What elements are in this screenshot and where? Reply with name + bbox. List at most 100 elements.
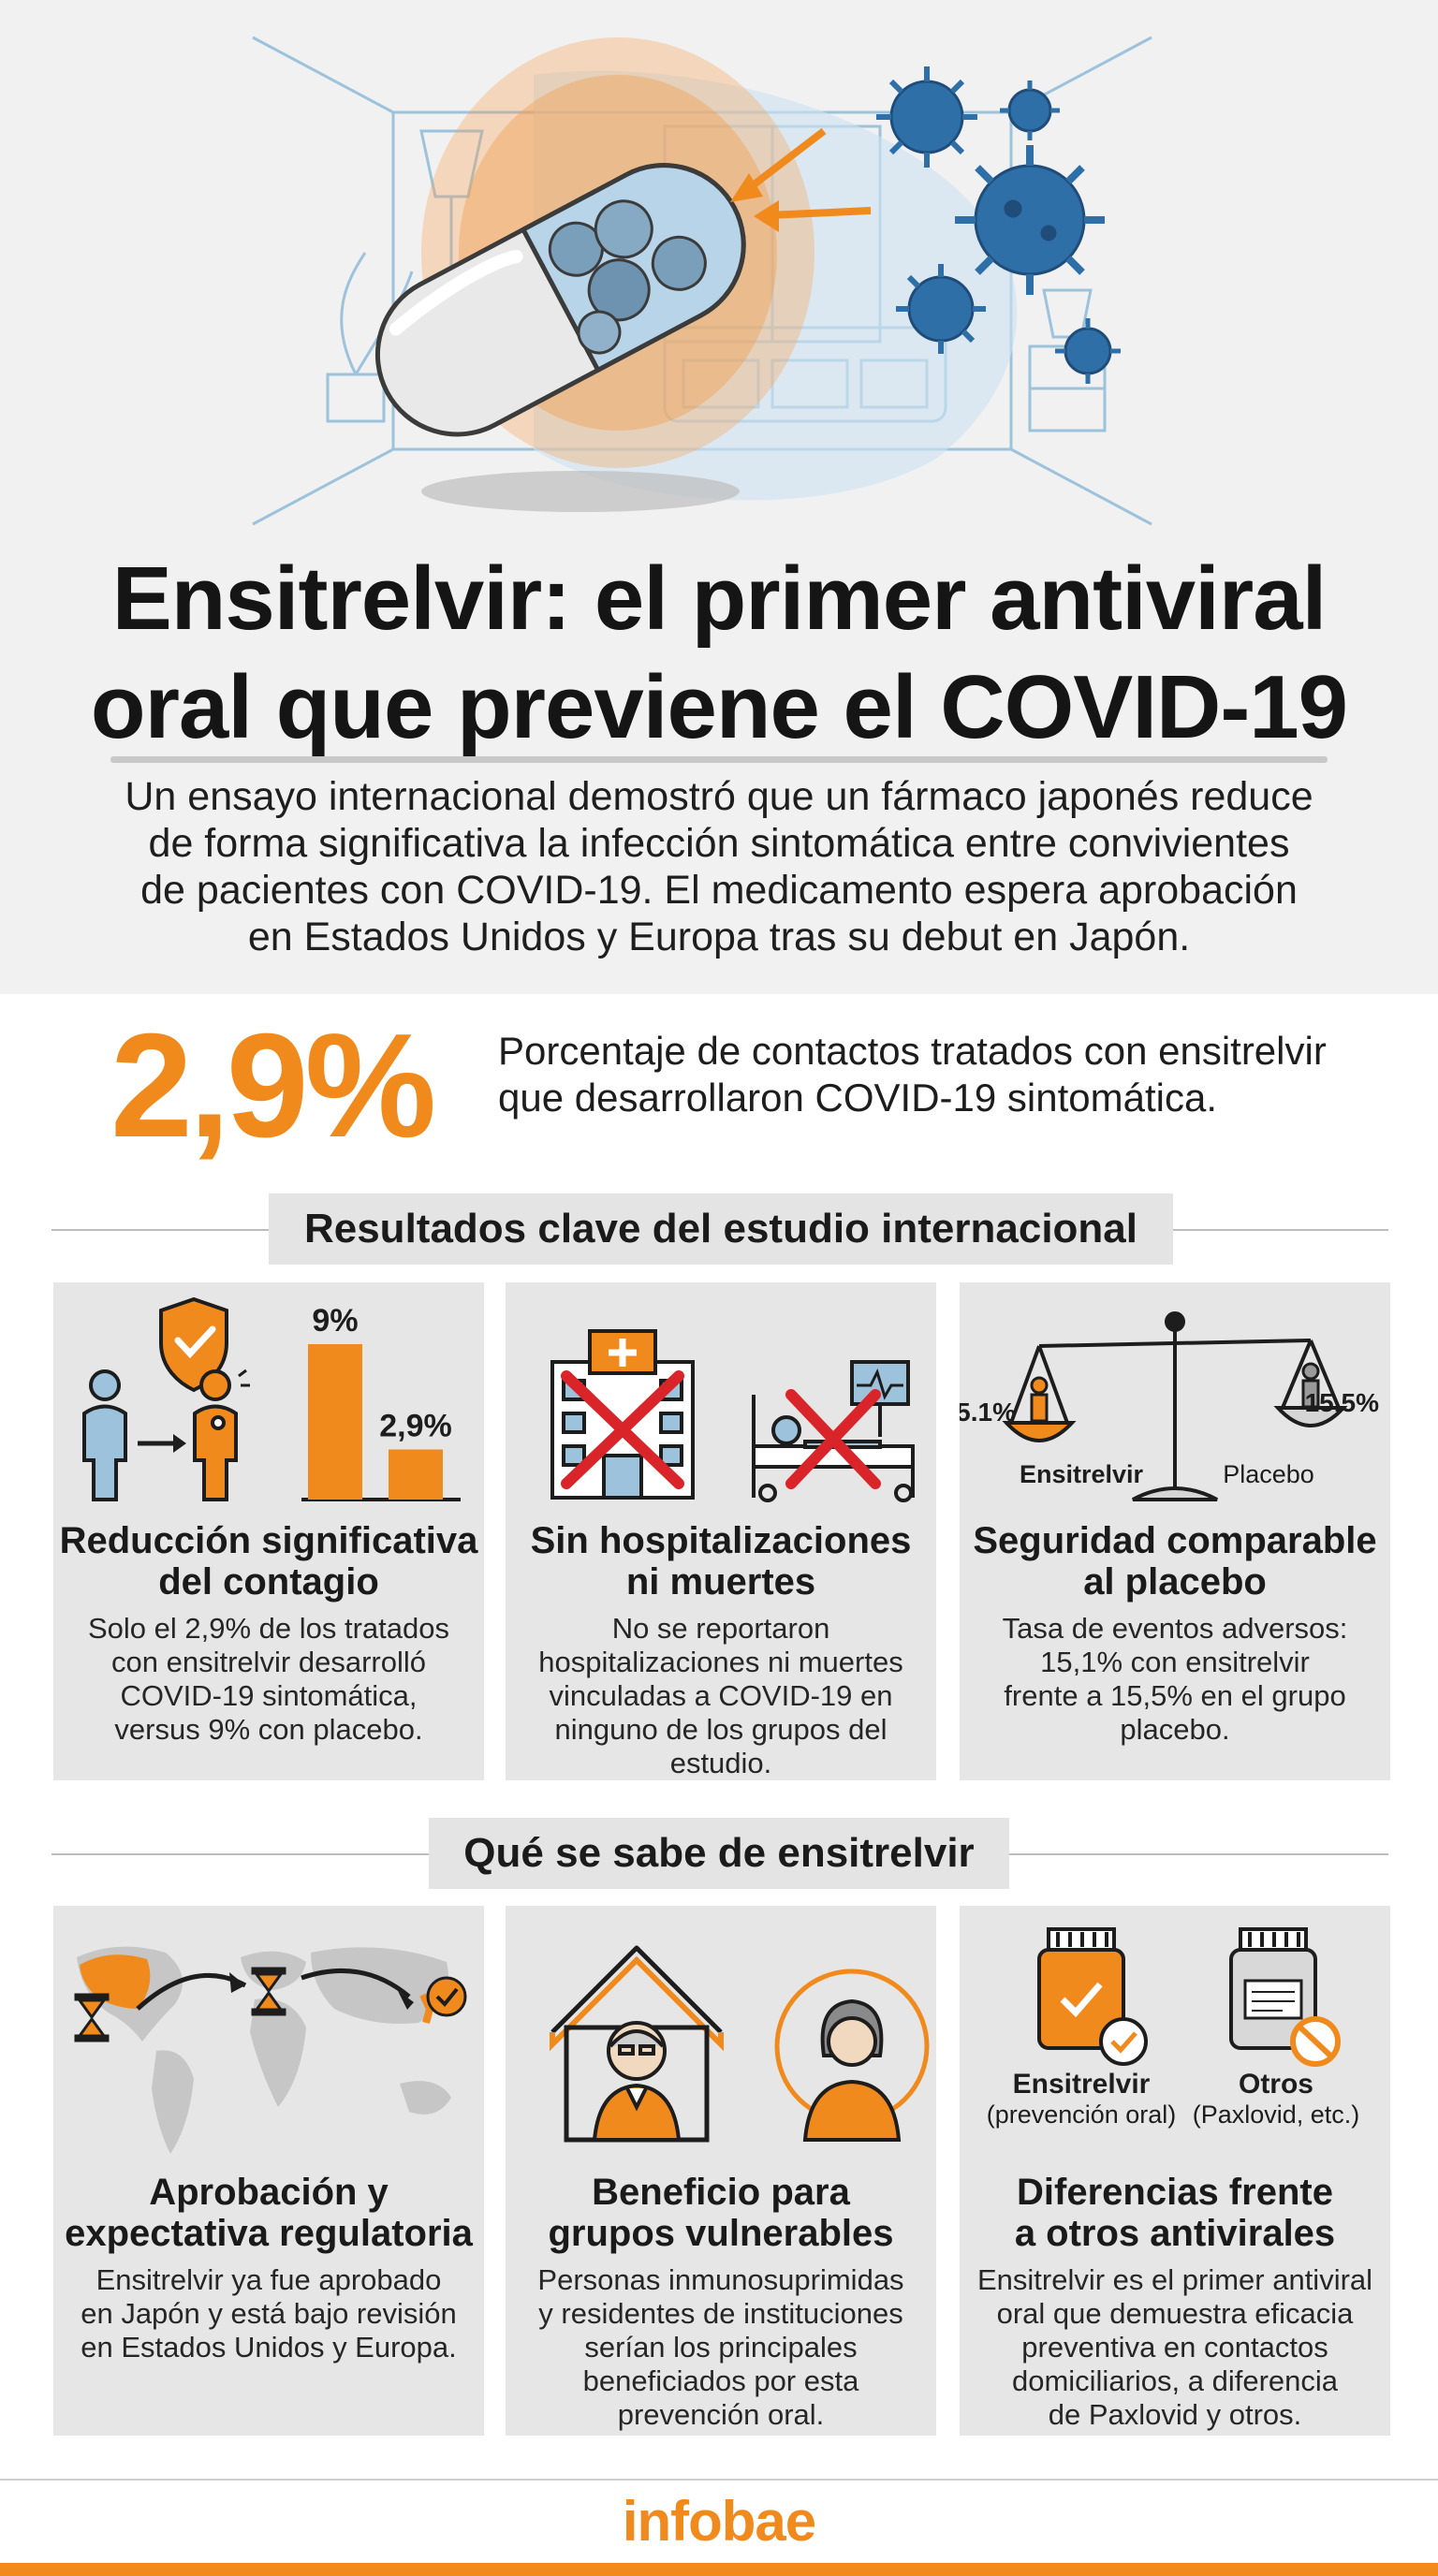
card-title: Seguridad comparable al placebo <box>965 1520 1385 1603</box>
card-text-line: serían los principales <box>584 2331 858 2364</box>
card-title-line: expectativa regulatoria <box>65 2213 473 2254</box>
card-no-hospitalizations: Sin hospitalizaciones ni muertes No se r… <box>506 1282 936 1780</box>
shield-check-icon <box>159 1296 228 1393</box>
scale-icon <box>1002 1311 1348 1501</box>
left-sublabel: (prevención oral) <box>987 2100 1177 2129</box>
section-title-facts: Qué se sabe de ensitrelvir <box>429 1818 1009 1889</box>
person-icon <box>82 1369 127 1501</box>
hourglass-icon <box>74 1993 110 2042</box>
title-line: Ensitrelvir: el primer antiviral <box>111 549 1328 649</box>
cross-mark-icon <box>561 1370 684 1489</box>
card-text-line: vinculadas a COVID-19 en <box>549 1679 893 1712</box>
subtitle-line: de pacientes con COVID-19. El medicament… <box>140 868 1298 913</box>
card-text-line: hospitalizaciones ni muertes <box>538 1646 903 1678</box>
footer-divider <box>0 2479 1438 2481</box>
card-title: Diferencias frente a otros antivirales <box>965 2172 1385 2254</box>
card-illustration <box>550 1945 930 2143</box>
card-title: Reducción significativa del contagio <box>59 1520 478 1603</box>
subtitle-line: de forma significativa la infección sint… <box>148 821 1290 866</box>
card-title-line: Reducción significativa <box>59 1520 478 1561</box>
right-sublabel: (Paxlovid, etc.) <box>1193 2100 1360 2129</box>
card-text-line: domiciliarios, a diferencia <box>1011 2364 1339 2397</box>
card-text-line: COVID-19 sintomática, <box>120 1679 418 1712</box>
check-circle-icon <box>426 1976 467 2017</box>
bar-label-placebo: 9% <box>312 1303 358 1339</box>
check-circle-icon <box>1099 2017 1148 2066</box>
mini-bar-chart: 9% 2,9% <box>301 1303 461 1501</box>
person-icon <box>802 1998 902 2142</box>
card-title: Sin hospitalizaciones ni muertes <box>511 1520 931 1603</box>
cross-mark-icon <box>785 1389 881 1489</box>
elderly-person-icon <box>592 2021 682 2142</box>
card-text-line: estudio. <box>669 1747 772 1779</box>
arrow-icon <box>138 1434 186 1453</box>
infobae-logo[interactable]: infobae <box>622 2490 816 2553</box>
person-icon <box>1030 1376 1049 1423</box>
card-text-line: de Paxlovid y otros. <box>1048 2398 1302 2431</box>
card-title-line: Aprobación y <box>149 2172 389 2213</box>
card-title-line: Seguridad comparable <box>973 1520 1377 1561</box>
card-contagion-reduction: 9% 2,9% Reducción significativa del cont… <box>53 1282 484 1780</box>
card-text-line: en Estados Unidos y Europa. <box>81 2331 457 2364</box>
scale-right-label: Placebo <box>1223 1460 1314 1488</box>
card-title-line: Diferencias frente <box>1017 2172 1333 2213</box>
scale-right-value: 15.5% <box>1305 1388 1379 1417</box>
card-title-line: del contagio <box>158 1561 379 1603</box>
highlight-value: 2,9% <box>110 1003 436 1168</box>
card-text-line: y residentes de instituciones <box>538 2297 903 2330</box>
card-text-line: en Japón y está bajo revisión <box>81 2297 457 2330</box>
person-icon <box>1301 1362 1320 1409</box>
card-title-line: Sin hospitalizaciones <box>530 1520 912 1561</box>
scale-left-label: Ensitrelvir <box>1020 1460 1144 1488</box>
card-text-line: con ensitrelvir desarrolló <box>111 1646 426 1678</box>
card-text-line: beneficiados por esta <box>582 2364 859 2397</box>
page-title: Ensitrelvir: el primer antiviral oral qu… <box>0 545 1438 762</box>
card-text: Solo el 2,9% de los tratados con ensitre… <box>66 1612 471 1747</box>
bar-label-ensitrelvir: 2,9% <box>379 1409 452 1444</box>
section-title-results: Resultados clave del estudio internacion… <box>269 1193 1173 1265</box>
bar-ensitrelvir <box>389 1449 443 1500</box>
card-text: Personas inmunosuprimidas y residentes d… <box>519 2263 923 2432</box>
left-label: Ensitrelvir <box>1013 2069 1151 2100</box>
card-text-line: Ensitrelvir es el primer antiviral <box>976 2263 1373 2296</box>
card-text-line: 15,1% con ensitrelvir <box>1040 1646 1310 1678</box>
highlight-description-line: que desarrollaron COVID-19 sintomática. <box>498 1076 1218 1120</box>
card-illustration <box>74 1946 467 2154</box>
card-title: Beneficio para grupos vulnerables <box>511 2172 931 2254</box>
card-text-line: placebo. <box>1120 1713 1230 1746</box>
card-text-line: versus 9% con placebo. <box>114 1713 423 1746</box>
hourglass-icon <box>251 1967 286 2016</box>
card-text-line: oral que demuestra eficacia <box>996 2297 1354 2330</box>
card-illustration: 9% 2,9% <box>82 1296 461 1501</box>
card-antiviral-differences: Ensitrelvir (prevención oral) Otros (Pax… <box>960 1906 1390 2436</box>
card-illustration <box>550 1329 915 1502</box>
title-divider <box>110 756 1328 763</box>
arrow-icon <box>730 127 872 232</box>
card-regulatory-approval: Aprobación y expectativa regulatoria Ens… <box>53 1906 484 2436</box>
card-text-line: frente a 15,5% en el grupo <box>1004 1679 1346 1712</box>
highlight-description: Porcentaje de contactos tratados con ens… <box>498 1028 1378 1121</box>
card-title-line: grupos vulnerables <box>548 2213 894 2254</box>
hero-illustration <box>252 36 1152 526</box>
card-text-line: prevención oral. <box>617 2398 825 2431</box>
footer-accent-bar <box>0 2563 1438 2576</box>
card-text-line: Personas inmunosuprimidas <box>537 2263 904 2296</box>
right-label: Otros <box>1239 2069 1313 2100</box>
card-text: Ensitrelvir ya fue aprobado en Japón y e… <box>66 2263 471 2364</box>
card-text-line: Tasa de eventos adversos: <box>1002 1612 1348 1645</box>
card-text-line: Ensitrelvir ya fue aprobado <box>95 2263 442 2296</box>
card-title-line: ni muertes <box>625 1561 816 1603</box>
subtitle-line: en Estados Unidos y Europa tras su debut… <box>247 915 1191 959</box>
card-vulnerable-groups: Beneficio para grupos vulnerables Person… <box>506 1906 936 2436</box>
subtitle-line: Un ensayo internacional demostró que un … <box>125 774 1313 819</box>
card-illustration: 15.1% 15.5% Ensitrelvir Placebo <box>960 1311 1379 1501</box>
pill-bottle-icon <box>1229 1927 1317 2050</box>
bar-placebo <box>308 1344 362 1500</box>
card-text: Ensitrelvir es el primer antiviral oral … <box>973 2263 1377 2432</box>
card-title-line: a otros antivirales <box>1014 2213 1336 2254</box>
scale-left-value: 15.1% <box>960 1398 1016 1427</box>
card-illustration: Ensitrelvir (prevención oral) Otros (Pax… <box>987 1927 1360 2129</box>
capsule-icon <box>374 163 746 437</box>
pill-bottle-icon <box>1037 1927 1125 2050</box>
card-title-line: Beneficio para <box>592 2172 850 2213</box>
